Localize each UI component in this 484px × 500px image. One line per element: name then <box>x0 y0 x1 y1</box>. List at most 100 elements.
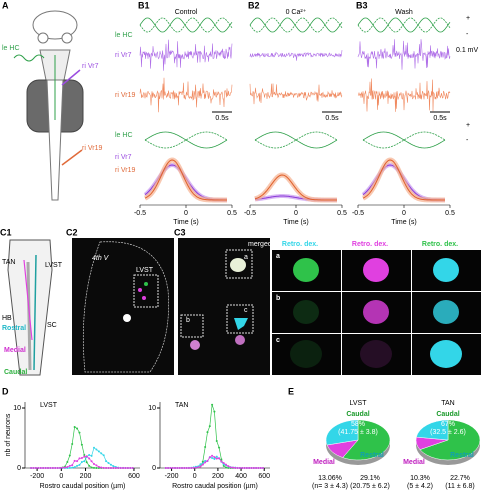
panel-label: B3 <box>356 0 368 10</box>
dot <box>131 467 134 469</box>
x-tick-label: 0 <box>402 210 406 217</box>
label: 0.5s <box>433 115 447 122</box>
x-tick-label: 0 <box>193 473 197 480</box>
panel-label: B2 <box>248 0 260 10</box>
vr19-avg <box>362 157 445 203</box>
chart-title: LVST <box>40 402 58 409</box>
cell <box>293 258 319 282</box>
label: Medial <box>313 459 335 466</box>
profile-line <box>165 455 264 469</box>
label: 0.5s <box>325 115 339 122</box>
label: 0.5s <box>215 115 229 122</box>
label: (11 ± 6.8) <box>445 483 474 490</box>
vr7-trace <box>249 50 343 61</box>
label: Medial <box>403 459 425 466</box>
x-tick-label: -200 <box>165 473 179 480</box>
x-tick-label: 0 <box>59 473 63 480</box>
cell <box>363 300 389 324</box>
label: ri Vr7 <box>115 52 132 59</box>
value-label: 58% <box>351 421 365 428</box>
label: SC <box>47 322 57 329</box>
label: c <box>276 337 280 344</box>
larva-schematic <box>13 10 84 201</box>
pie-slice <box>342 419 391 461</box>
label: - <box>466 31 469 38</box>
x-axis-label: Rostro caudal position (µm) <box>172 483 258 490</box>
dot <box>30 467 33 469</box>
image-cell <box>342 334 411 375</box>
hc-avg <box>144 131 228 149</box>
label: ri Vr19 <box>82 145 102 152</box>
x-tick-label: 0 <box>294 210 298 217</box>
image-c2 <box>72 238 174 375</box>
vr7-trace <box>139 39 233 71</box>
x-tick-label: 0.5 <box>445 210 455 217</box>
x-axis-label: Time (s) <box>283 219 308 226</box>
cell <box>360 340 392 368</box>
panel-label: B1 <box>138 0 150 10</box>
cell <box>363 258 389 282</box>
cell <box>293 300 319 324</box>
label: merged <box>248 241 272 248</box>
label: LVST <box>136 267 154 274</box>
pie-title: TAN <box>441 400 454 407</box>
image-cell <box>272 292 341 333</box>
x-tick-label: 0 <box>184 210 188 217</box>
label: (32.5 ± 2.6) <box>430 429 466 436</box>
pie-title: LVST <box>350 400 368 407</box>
label: ri Vr19 <box>115 167 135 174</box>
label: LVST <box>45 262 63 269</box>
vr19-avg <box>144 157 227 203</box>
pie-slice <box>325 419 359 446</box>
pie-slice <box>419 419 481 461</box>
dot <box>164 467 167 469</box>
vr19-trace <box>249 83 343 105</box>
panel-label: A <box>2 0 9 10</box>
x-tick-label: 600 <box>128 473 140 480</box>
column-header: Retro. dex. <box>282 241 318 248</box>
label: le HC <box>115 132 133 139</box>
value-label: 67% <box>441 421 455 428</box>
x-tick-label: 200 <box>80 473 92 480</box>
label: TAN <box>2 259 15 266</box>
cell <box>430 340 462 368</box>
label: (5 ± 4.2) <box>407 483 433 490</box>
label: ri Vr7 <box>115 154 132 161</box>
profile-line <box>165 456 264 469</box>
value-label: 29.1% <box>360 475 380 482</box>
label: 0.1 mV <box>456 47 479 54</box>
x-axis-label: Time (s) <box>173 219 198 226</box>
x-tick-label: 600 <box>258 473 270 480</box>
profile-line <box>31 455 133 469</box>
hc-avg <box>362 131 446 149</box>
tract <box>23 259 33 341</box>
x-tick-label: -0.5 <box>134 210 146 217</box>
y-tick-label: 0 <box>17 465 21 472</box>
hc-trace <box>139 17 233 33</box>
hc-trace <box>357 17 451 33</box>
label: (41.75 ± 3.8) <box>338 429 378 436</box>
hc-trace <box>249 17 343 33</box>
label: - <box>466 137 469 144</box>
x-axis-label: Time (s) <box>391 219 416 226</box>
hc-avg <box>362 131 446 149</box>
value-label: 10.3% <box>410 475 430 482</box>
label: Caudal <box>346 411 369 418</box>
label: Restral <box>360 452 384 459</box>
vr19-avg <box>144 159 227 201</box>
x-tick-label: -0.5 <box>352 210 364 217</box>
panel-title: Control <box>175 9 198 16</box>
hc-avg <box>254 131 338 149</box>
label: le HC <box>2 45 20 52</box>
column-header: Retro. dex. <box>422 241 458 248</box>
label: Caudal <box>436 411 459 418</box>
label: + <box>466 15 470 22</box>
x-tick-label: -200 <box>30 473 44 480</box>
image-cell <box>272 334 341 375</box>
panel-title: Wash <box>395 9 413 16</box>
x-tick-label: 0.5 <box>227 210 237 217</box>
x-axis-label: Rostro caudal position (µm) <box>40 483 126 490</box>
vr7-trace <box>357 39 451 70</box>
panel-label: C1 <box>0 227 12 237</box>
label: + <box>466 122 470 129</box>
